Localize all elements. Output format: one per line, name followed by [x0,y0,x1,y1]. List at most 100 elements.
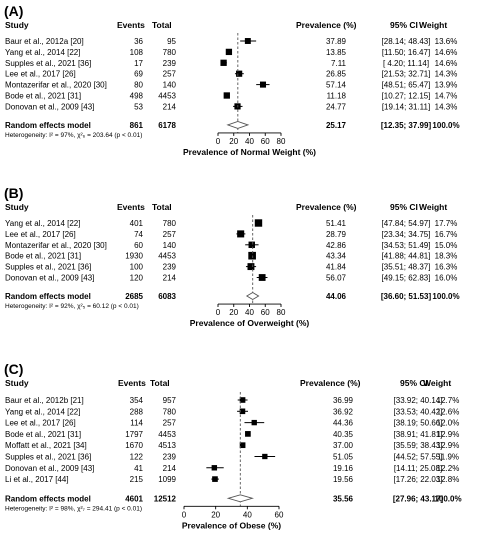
pooled-row: Random effects model 861 6178 25.17 [12.35; … [5,121,460,130]
study-name: Baur et al., 2012a [20] [5,37,84,46]
study-weight: 12.9% [437,430,460,439]
study-row: Lee et al., 2017 [26] 69 257 26.85 [21.53; 3… [5,70,457,79]
point-estimate [225,48,233,56]
pooled-total: 6178 [158,121,176,130]
point-estimate [254,219,263,227]
pooled-prevalence: 35.56 [333,494,354,503]
header-weight: Weight [419,202,447,212]
study-row: Donovan et al., 2009 [43] 53 214 24.77 [19.1… [5,102,457,111]
pooled-label: Random effects model [5,121,91,130]
study-weight: 18.3% [435,252,458,261]
pooled-events: 4601 [125,494,143,503]
pooled-ci: [36.60; 51.53] [381,292,432,301]
x-tick-label: 80 [277,308,286,317]
study-prevalence: 19.16 [333,464,354,473]
pooled-row: Random effects model 2685 6083 44.06 [36.60;… [5,292,460,301]
point-estimate [244,38,251,44]
point-estimate [262,453,268,460]
study-weight: 12.2% [437,464,460,473]
study-total: 4453 [158,430,176,439]
study-events: 1670 [125,441,143,450]
study-name: Montazerifar et al., 2020 [30] [5,81,107,90]
study-weight: 11.9% [437,453,459,462]
study-ci: [44.52; 57.55] [394,453,443,462]
study-name: Bode et al., 2021 [31] [5,430,81,439]
header-ci: 95% CI [390,202,418,212]
panel-label: (C) [4,361,23,377]
study-ci: [35.51; 48.37] [382,263,431,272]
study-events: 122 [130,453,144,462]
study-name: Montazerifar et al., 2020 [30] [5,241,107,250]
study-total: 780 [163,407,177,416]
point-estimate [248,241,255,249]
study-events: 215 [130,475,144,484]
study-ci: [14.11; 25.08] [394,464,442,473]
study-total: 1099 [158,475,176,484]
header-study: Study [5,378,29,388]
study-name: Yang et al., 2014 [22] [5,48,80,57]
study-events: 1930 [125,252,143,261]
study-ci: [49.15; 62.83] [382,274,431,283]
x-tick-label: 80 [277,137,286,146]
study-weight: 12.8% [437,475,460,484]
study-name: Donovan et al., 2009 [43] [5,102,94,111]
pooled-prevalence: 25.17 [326,121,347,130]
study-events: 74 [134,230,143,239]
point-estimate [239,397,246,403]
study-ci: [34.53; 51.49] [382,241,431,250]
study-name: Lee et al., 2017 [26] [5,230,76,239]
study-events: 69 [134,70,143,79]
study-events: 354 [130,396,144,405]
study-prevalence: 37.89 [326,37,347,46]
study-events: 401 [130,219,144,228]
heterogeneity-text: Heterogeneity: I² = 98%, χ²₇ = 294.41 (p… [5,505,142,512]
study-name: Bode et al., 2021 [31] [5,92,81,101]
study-weight: 12.7% [437,396,460,405]
pooled-row: Random effects model 4601 12512 35.56 [27.96… [5,494,462,503]
header-weight: Weight [423,378,451,388]
x-axis-label: Prevalence of Obese (%) [182,520,281,530]
study-events: 80 [134,81,143,90]
study-name: Baur et al., 2012b [21] [5,396,84,405]
study-prevalence: 13.85 [326,48,347,57]
study-events: 53 [134,102,143,111]
study-total: 214 [163,274,177,283]
pooled-events: 2685 [125,292,143,301]
x-axis-label: Prevalence of Normal Weight (%) [183,147,316,157]
study-name: Li et al., 2017 [44] [5,475,69,484]
study-weight: 13.9% [435,81,458,90]
header-events: Events [118,378,146,388]
study-total: 140 [163,241,177,250]
pooled-diamond [226,120,250,129]
study-prevalence: 28.79 [326,230,347,239]
study-events: 100 [130,263,144,272]
point-estimate [220,59,227,66]
study-ci: [17.26; 22.03] [394,475,443,484]
forest-panel-1: (A)Study Events Total Prevalence (%) 95% CI W… [4,3,460,157]
study-prevalence: 51.05 [333,453,354,462]
study-name: Yang et al., 2014 [22] [5,219,80,228]
study-prevalence: 41.84 [326,263,347,272]
point-estimate [245,431,251,437]
study-total: 239 [163,59,177,68]
pooled-total: 12512 [154,494,177,503]
pooled-ci: [12.35; 37.99] [381,121,432,130]
header-prevalence: Prevalence (%) [300,378,361,388]
pooled-events: 861 [130,121,144,130]
study-total: 4453 [158,252,176,261]
study-ci: [33.53; 40.42] [394,407,443,416]
study-ci: [21.53; 32.71] [382,70,431,79]
study-ci: [38.91; 41.81] [394,430,443,439]
study-total: 214 [163,464,177,473]
study-total: 140 [163,81,177,90]
study-weight: 14.6% [435,48,458,57]
study-prevalence: 43.34 [326,252,347,261]
study-row: Baur et al., 2012b [21] 354 957 36.99 [33.92… [5,396,459,405]
pooled-weight: 100.0% [434,494,461,503]
study-ci: [35.59; 38.43] [394,441,443,450]
study-weight: 14.3% [435,70,458,79]
x-tick-label: 20 [229,137,238,146]
study-row: Lee et al., 2017 [26] 114 257 44.36 [38.19; … [5,419,459,428]
